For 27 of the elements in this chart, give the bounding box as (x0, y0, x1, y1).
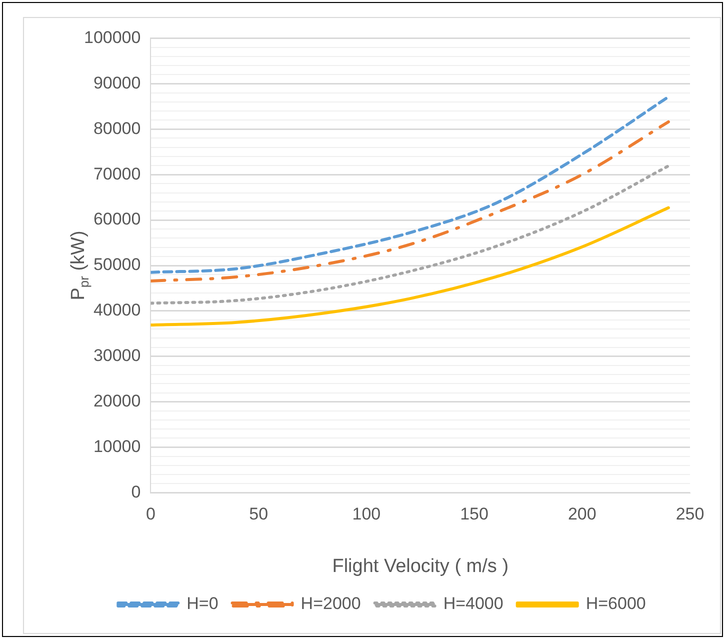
legend-label: H=6000 (586, 594, 646, 614)
legend-label: H=0 (186, 594, 218, 614)
line-series (150, 164, 670, 305)
x-tick-label: 250 (676, 504, 704, 524)
y-tick-label: 60000 (93, 210, 141, 229)
x-tick-label: 0 (146, 504, 156, 524)
legend-label: H=4000 (443, 594, 504, 614)
y-tick-label: 40000 (93, 300, 141, 320)
y-tick-label: 90000 (93, 73, 141, 92)
line-series (150, 95, 670, 274)
line-series (150, 206, 670, 327)
y-tick-label: 0 (131, 482, 141, 502)
y-tick-label: 50000 (93, 255, 141, 274)
y-tick-label: 10000 (93, 437, 141, 456)
legend-label: H=2000 (300, 594, 361, 614)
y-tick-label: 70000 (93, 164, 141, 184)
y-tick-label: 20000 (93, 392, 141, 411)
x-tick-label: 150 (460, 504, 488, 524)
y-tick-label: 100000 (84, 28, 141, 47)
y-tick-label: 30000 (93, 346, 141, 366)
x-tick-label: 100 (352, 504, 381, 524)
x-tick-label: 200 (568, 504, 596, 524)
x-axis-title: Flight Velocity ( m/s ) (332, 556, 509, 577)
y-tick-label: 80000 (93, 118, 141, 138)
y-axis-title: Ppr (kW) (68, 230, 92, 300)
x-tick-label: 50 (249, 504, 268, 524)
line-series (150, 120, 670, 282)
